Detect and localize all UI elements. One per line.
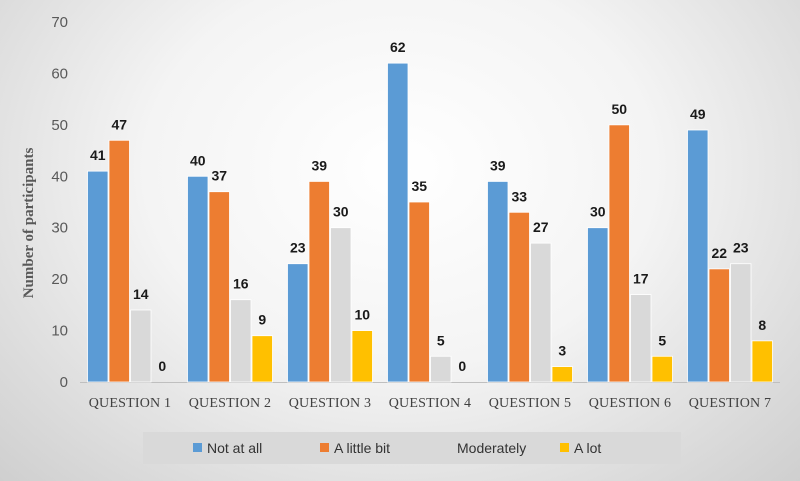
y-tick-label: 40 — [51, 168, 68, 185]
legend-label: Moderately — [457, 440, 526, 456]
data-label: 39 — [490, 157, 506, 173]
bar — [630, 294, 652, 383]
data-label: 23 — [290, 240, 306, 256]
bar — [751, 340, 773, 383]
x-tick-label: QUESTION 1 — [89, 396, 172, 411]
data-label: 47 — [111, 116, 127, 132]
data-label: 27 — [533, 219, 549, 235]
x-tick-label: QUESTION 6 — [589, 396, 672, 411]
bar — [308, 181, 330, 383]
bar — [508, 211, 530, 383]
data-label: 8 — [758, 317, 766, 333]
data-label: 16 — [233, 276, 249, 292]
data-label: 17 — [633, 271, 649, 287]
bar — [708, 268, 730, 383]
data-label: 3 — [558, 343, 566, 359]
bar — [208, 191, 230, 383]
legend-swatch — [193, 443, 202, 452]
data-label: 30 — [333, 204, 349, 220]
bar — [187, 175, 209, 383]
bar — [287, 263, 309, 383]
bar — [108, 139, 130, 383]
bar — [87, 170, 109, 383]
data-label: 49 — [690, 106, 706, 122]
data-label: 10 — [354, 307, 370, 323]
bar — [130, 309, 152, 383]
legend-swatch — [320, 443, 329, 452]
data-label: 40 — [190, 152, 206, 168]
bar — [651, 355, 673, 383]
y-tick-label: 70 — [51, 14, 68, 31]
data-label: 0 — [458, 358, 466, 374]
bar — [251, 335, 273, 383]
data-label: 39 — [311, 157, 327, 173]
bar — [230, 299, 252, 383]
bar — [351, 330, 373, 383]
data-label: 33 — [511, 188, 527, 204]
data-label: 22 — [711, 245, 727, 261]
legend-box — [143, 432, 681, 464]
bar — [587, 227, 609, 383]
bar — [408, 201, 430, 383]
y-tick-label: 60 — [51, 65, 68, 82]
y-axis-title: Number of participants — [21, 148, 37, 299]
data-label: 35 — [411, 178, 427, 194]
data-labels-layer: 4147140403716923393010623550393327330501… — [90, 39, 766, 374]
bar — [551, 366, 573, 383]
x-tick-label: QUESTION 2 — [189, 396, 272, 411]
data-label: 5 — [658, 332, 666, 348]
y-tick-label: 50 — [51, 117, 68, 134]
legend-label: A little bit — [334, 440, 390, 456]
x-tick-label: QUESTION 5 — [489, 396, 572, 411]
data-label: 41 — [90, 147, 106, 163]
data-label: 0 — [158, 358, 166, 374]
y-tick-label: 30 — [51, 220, 68, 237]
x-tick-label: QUESTION 3 — [289, 396, 372, 411]
bar — [608, 124, 630, 383]
data-label: 14 — [133, 286, 149, 302]
bars-layer — [87, 62, 773, 383]
bar — [430, 355, 452, 383]
legend-swatch — [560, 443, 569, 452]
bar — [530, 242, 552, 383]
data-label: 9 — [258, 312, 266, 328]
data-label: 23 — [733, 240, 749, 256]
legend-label: A lot — [574, 440, 601, 456]
legend: Not at all A little bit Moderately A lot — [143, 432, 681, 464]
y-tick-label: 10 — [51, 323, 68, 340]
bar — [687, 129, 709, 383]
y-tick-label: 0 — [60, 374, 68, 391]
bar — [330, 227, 352, 383]
bar — [487, 181, 509, 383]
data-label: 30 — [590, 204, 606, 220]
data-label: 62 — [390, 39, 406, 55]
legend-swatch — [443, 443, 452, 452]
bar — [387, 62, 409, 383]
x-tick-label: QUESTION 7 — [689, 396, 772, 411]
data-label: 37 — [211, 168, 227, 184]
data-label: 50 — [611, 101, 627, 117]
legend-label: Not at all — [207, 440, 262, 456]
x-tick-label: QUESTION 4 — [389, 396, 472, 411]
data-label: 5 — [437, 332, 445, 348]
bar — [730, 263, 752, 383]
y-tick-label: 20 — [51, 271, 68, 288]
